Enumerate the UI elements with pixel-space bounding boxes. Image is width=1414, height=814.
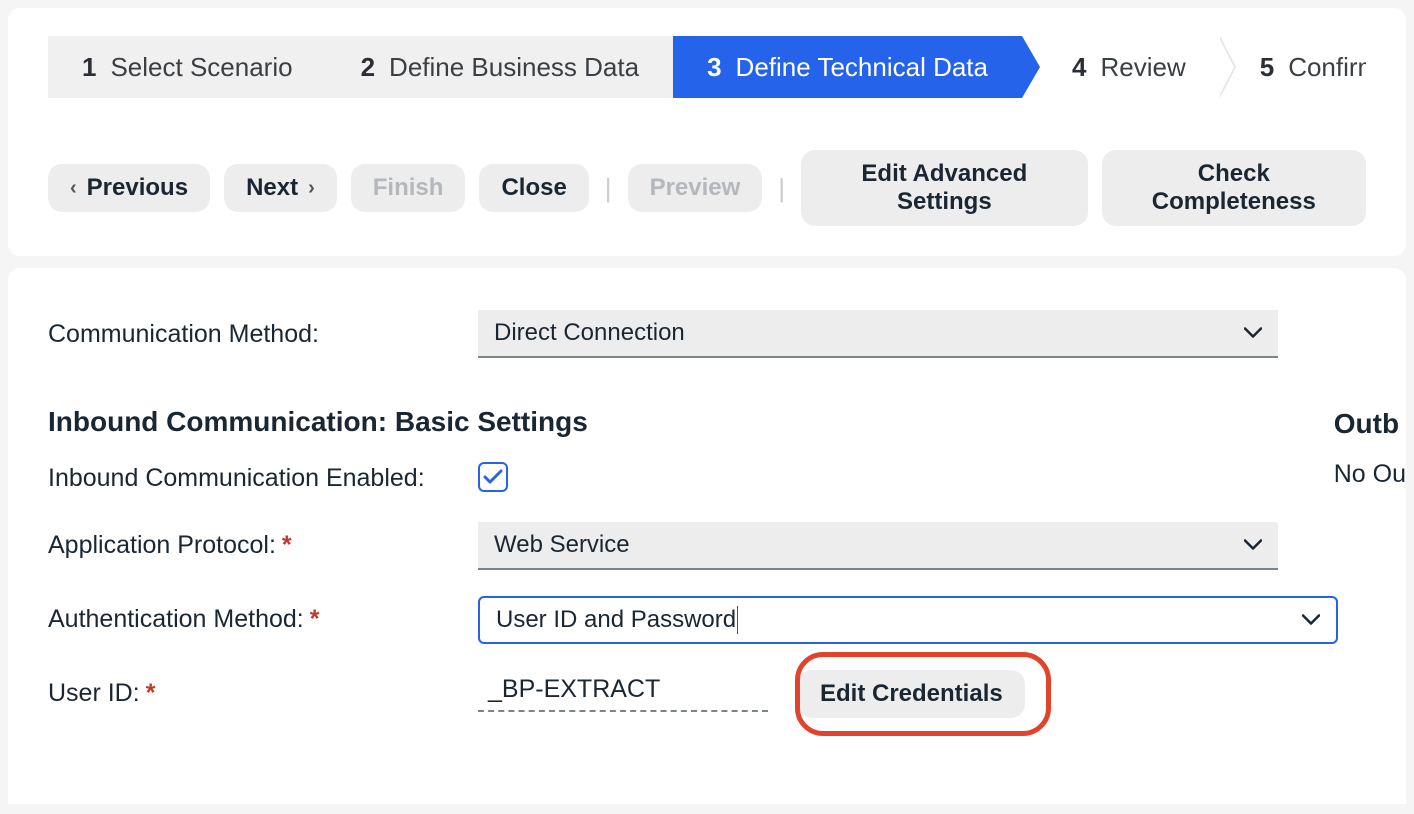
user-id-row: User ID:* _BP-EXTRACT Edit Credentials [48, 670, 1366, 718]
select-value: Direct Connection [494, 319, 685, 347]
inbound-section-heading: Inbound Communication: Basic Settings [48, 406, 1366, 438]
select-value: User ID and Password [496, 606, 738, 634]
button-label: Close [501, 174, 566, 202]
button-label: Preview [650, 174, 741, 202]
edit-advanced-settings-button[interactable]: Edit Advanced Settings [801, 150, 1088, 226]
step-label: Review [1100, 52, 1185, 83]
inbound-enabled-label: Inbound Communication Enabled: [48, 462, 478, 496]
step-label: Define Technical Data [736, 52, 988, 83]
button-label: Edit Credentials [820, 680, 1003, 707]
wizard-step-1[interactable]: 1 Select Scenario [48, 36, 327, 98]
button-label: Next [246, 174, 298, 202]
edit-credentials-button[interactable]: Edit Credentials [798, 670, 1025, 718]
required-asterisk: * [146, 679, 156, 707]
wizard-panel: 1 Select Scenario 2 Define Business Data… [8, 8, 1406, 256]
step-number: 1 [82, 52, 96, 83]
preview-button: Preview [628, 164, 763, 212]
check-completeness-button[interactable]: Check Completeness [1102, 150, 1366, 226]
application-protocol-select[interactable]: Web Service [478, 522, 1278, 570]
communication-method-row: Communication Method: Direct Connection [48, 310, 1366, 358]
user-id-label: User ID:* [48, 679, 478, 708]
required-asterisk: * [282, 531, 292, 559]
form-panel: Communication Method: Direct Connection … [8, 268, 1406, 804]
button-label: Edit Advanced Settings [823, 160, 1066, 216]
button-label: Check Completeness [1124, 160, 1344, 216]
authentication-method-select[interactable]: User ID and Password [478, 596, 1338, 644]
outbound-text: No Ou [1334, 460, 1406, 489]
button-label: Previous [87, 174, 188, 202]
outbound-heading: Outb [1334, 408, 1406, 440]
select-value: Web Service [494, 531, 630, 559]
wizard-step-5[interactable]: 5 Confirmation [1220, 36, 1366, 98]
wizard-step-2[interactable]: 2 Define Business Data [327, 36, 674, 98]
step-number: 5 [1260, 52, 1274, 83]
toolbar-separator: | [603, 173, 614, 204]
finish-button: Finish [351, 164, 466, 212]
step-label: Select Scenario [110, 52, 292, 83]
inbound-enabled-row: Inbound Communication Enabled: [48, 462, 1366, 496]
application-protocol-row: Application Protocol:* Web Service [48, 522, 1366, 570]
step-number: 2 [361, 52, 375, 83]
wizard-step-3[interactable]: 3 Define Technical Data [673, 36, 1022, 98]
required-asterisk: * [310, 605, 320, 633]
authentication-method-label: Authentication Method:* [48, 605, 478, 634]
check-icon [483, 469, 503, 485]
step-number: 3 [707, 52, 721, 83]
chevron-down-icon [1244, 534, 1262, 555]
application-protocol-label: Application Protocol:* [48, 531, 478, 560]
wizard-step-4[interactable]: 4 Review [1022, 36, 1220, 98]
chevron-down-icon [1302, 609, 1320, 630]
inbound-enabled-checkbox[interactable] [478, 462, 508, 492]
communication-method-label: Communication Method: [48, 320, 478, 349]
previous-button[interactable]: ‹ Previous [48, 164, 210, 212]
step-label: Confirmation [1288, 52, 1366, 83]
chevron-left-icon: ‹ [70, 177, 77, 200]
chevron-right-icon: › [308, 177, 315, 200]
step-label: Define Business Data [389, 52, 639, 83]
toolbar-separator: | [776, 173, 787, 204]
close-button[interactable]: Close [479, 164, 588, 212]
communication-method-select[interactable]: Direct Connection [478, 310, 1278, 358]
chevron-down-icon [1244, 323, 1262, 344]
outbound-section: Outb No Ou [1334, 408, 1406, 489]
button-label: Finish [373, 174, 444, 202]
wizard-steps: 1 Select Scenario 2 Define Business Data… [48, 36, 1366, 98]
step-number: 4 [1072, 52, 1086, 83]
next-button[interactable]: Next › [224, 164, 337, 212]
authentication-method-row: Authentication Method:* User ID and Pass… [48, 596, 1366, 644]
toolbar: ‹ Previous Next › Finish Close | Preview… [48, 150, 1366, 226]
user-id-value: _BP-EXTRACT [478, 675, 768, 712]
